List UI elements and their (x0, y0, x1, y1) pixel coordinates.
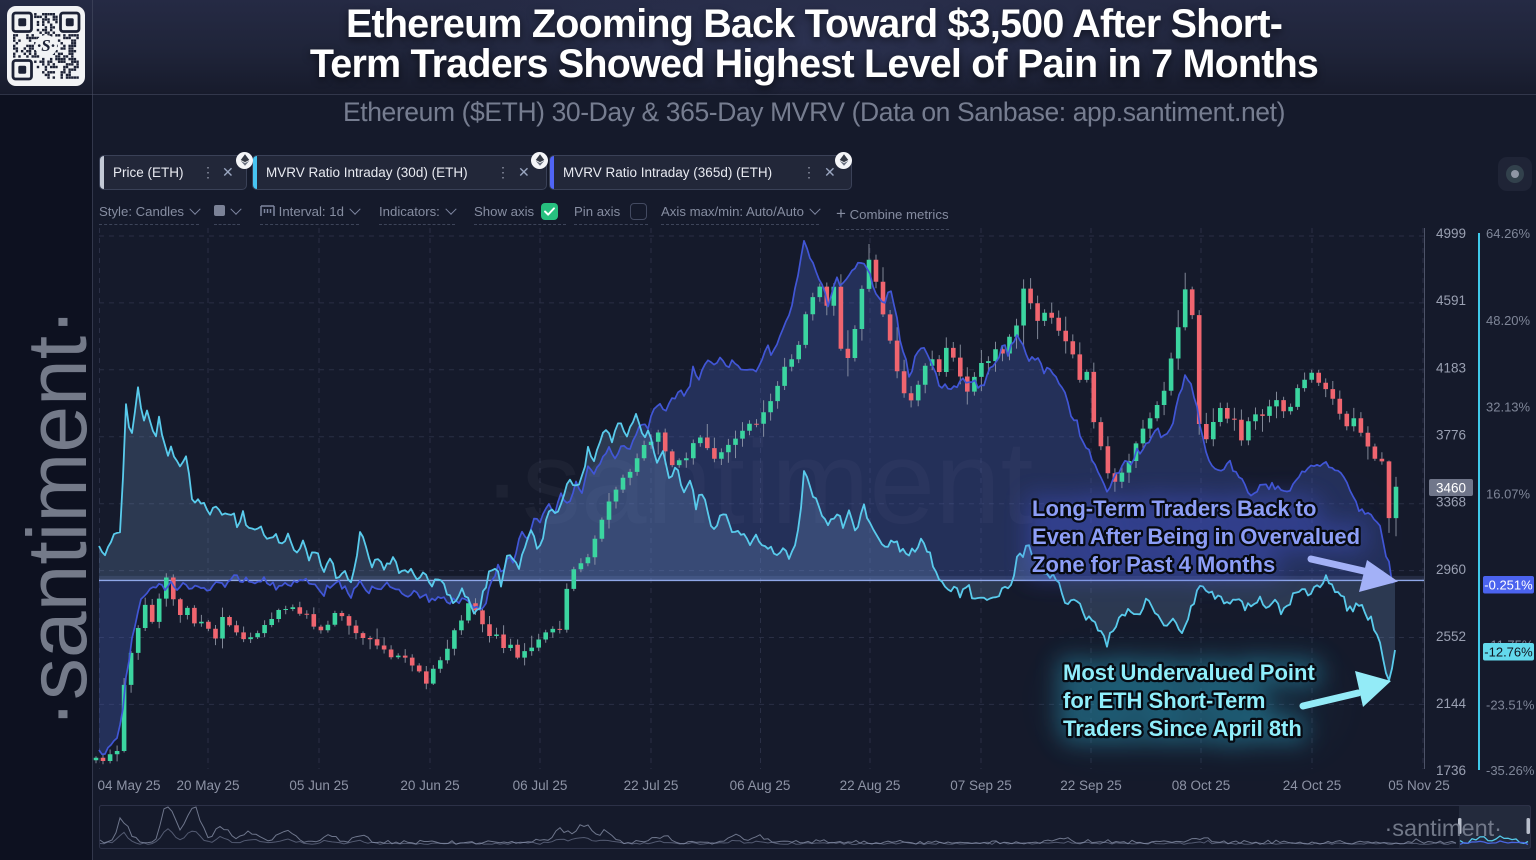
svg-text:20 May 25: 20 May 25 (176, 778, 239, 793)
svg-text:·santiment·: ·santiment· (1384, 815, 1502, 841)
svg-text:08 Oct 25: 08 Oct 25 (1172, 778, 1231, 793)
svg-text:22 Jul 25: 22 Jul 25 (624, 778, 679, 793)
svg-text:06 Jul 25: 06 Jul 25 (513, 778, 568, 793)
svg-text:04 May 25: 04 May 25 (97, 778, 160, 793)
svg-text:20 Jun 25: 20 Jun 25 (400, 778, 459, 793)
svg-text:05 Jun 25: 05 Jun 25 (289, 778, 348, 793)
svg-text:for ETH Short-Term: for ETH Short-Term (1063, 688, 1265, 713)
svg-text:06 Aug 25: 06 Aug 25 (730, 778, 791, 793)
svg-text:16.07%: 16.07% (1486, 486, 1531, 501)
svg-text:-12.76%: -12.76% (1484, 645, 1533, 660)
svg-text:-0.251%: -0.251% (1484, 578, 1533, 593)
svg-text:Long-Term Traders Back to: Long-Term Traders Back to (1032, 496, 1316, 521)
svg-text:for ETH Short-Term: for ETH Short-Term (1063, 688, 1265, 713)
svg-text:2144: 2144 (1436, 696, 1467, 711)
svg-text:Traders Since April 8th: Traders Since April 8th (1063, 716, 1302, 741)
svg-text:32.13%: 32.13% (1486, 400, 1531, 415)
svg-text:Even After Being in Overvalued: Even After Being in Overvalued (1032, 524, 1360, 549)
svg-text:Most Undervalued Point: Most Undervalued Point (1063, 660, 1315, 685)
svg-text:3460: 3460 (1436, 481, 1466, 496)
svg-text:Traders Since April 8th: Traders Since April 8th (1063, 716, 1302, 741)
svg-text:64.26%: 64.26% (1486, 226, 1531, 241)
svg-text:·S·: ·S· (37, 36, 55, 55)
svg-text:05 Nov 25: 05 Nov 25 (1388, 778, 1450, 793)
svg-text:Most Undervalued Point: Most Undervalued Point (1063, 660, 1315, 685)
svg-text:22 Sep 25: 22 Sep 25 (1060, 778, 1122, 793)
svg-text:Zone for Past 4 Months: Zone for Past 4 Months (1032, 552, 1275, 577)
svg-text:2960: 2960 (1436, 562, 1466, 577)
svg-text:22 Aug 25: 22 Aug 25 (840, 778, 901, 793)
svg-text:·santiment: ·santiment (483, 417, 1034, 549)
svg-text:48.20%: 48.20% (1486, 313, 1531, 328)
svg-text:4183: 4183 (1436, 360, 1466, 375)
svg-text:3776: 3776 (1436, 427, 1466, 442)
svg-text:2552: 2552 (1436, 629, 1466, 644)
svg-text:24 Oct 25: 24 Oct 25 (1283, 778, 1342, 793)
svg-text:07 Sep 25: 07 Sep 25 (950, 778, 1012, 793)
svg-text:4999: 4999 (1436, 226, 1466, 241)
svg-text:Zone for Past 4 Months: Zone for Past 4 Months (1032, 552, 1275, 577)
svg-text:4591: 4591 (1436, 293, 1466, 308)
svg-text:1736: 1736 (1436, 763, 1466, 778)
svg-text:-35.26%: -35.26% (1486, 763, 1535, 778)
svg-text:Long-Term Traders Back to: Long-Term Traders Back to (1032, 496, 1316, 521)
svg-text:3368: 3368 (1436, 495, 1466, 510)
svg-text:-23.51%: -23.51% (1486, 698, 1535, 713)
svg-text:Even After Being in Overvalued: Even After Being in Overvalued (1032, 524, 1360, 549)
